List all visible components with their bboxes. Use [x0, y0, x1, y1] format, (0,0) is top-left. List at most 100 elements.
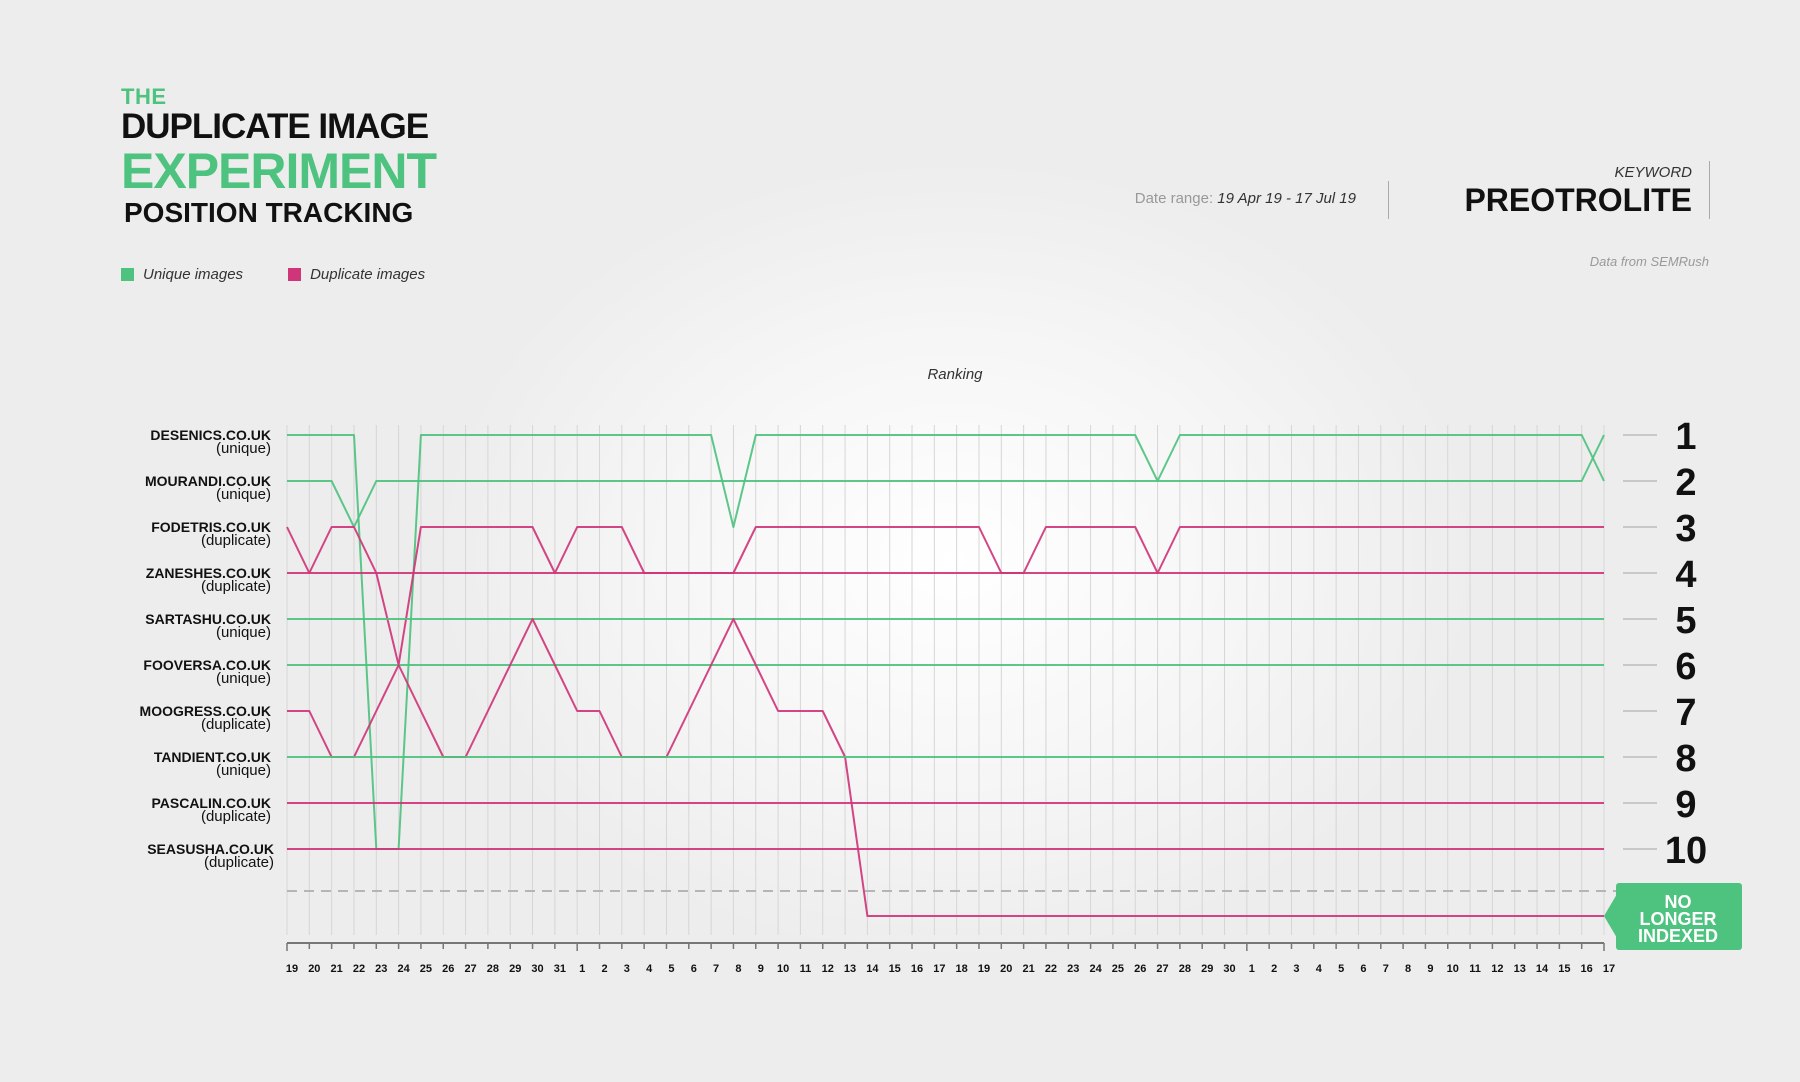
badge-text: NO: [1665, 892, 1692, 912]
badge-box: [1616, 883, 1742, 950]
x-tick-label: 10: [777, 963, 789, 975]
x-tick-label: 22: [1045, 963, 1057, 975]
chart-title: Ranking: [927, 366, 983, 383]
x-tick-label: 16: [1581, 963, 1593, 975]
x-tick-label: 8: [1405, 963, 1411, 975]
badge-text: INDEXED: [1638, 926, 1718, 946]
site-name: ZANESHES.CO.UK: [145, 565, 271, 581]
site-tag: (unique): [215, 670, 271, 687]
x-tick-label: 9: [758, 963, 764, 975]
x-tick-label: 14: [866, 963, 879, 975]
x-tick-label: 14: [1536, 963, 1549, 975]
site-label: SEASUSHA.CO.UK (duplicate): [134, 842, 274, 870]
x-tick-label: 6: [1360, 963, 1366, 975]
keyword-label: KEYWORD: [1614, 164, 1692, 181]
legend: Unique images Duplicate images: [121, 266, 425, 283]
site-label: SARTASHU.CO.UK (unique): [131, 612, 271, 640]
title-position-tracking: POSITION TRACKING: [124, 197, 414, 228]
x-tick-label: 2: [1271, 963, 1277, 975]
site-label: TANDIENT.CO.UK (unique): [131, 750, 271, 778]
site-name: MOOGRESS.CO.UK: [139, 703, 271, 719]
title-block: THE DUPLICATE IMAGE EXPERIMENT POSITION …: [121, 84, 437, 230]
series-line-desenics-co-uk: [287, 434, 1605, 850]
rank-label: 3: [1675, 508, 1696, 550]
legend-unique-label: Unique images: [143, 266, 244, 283]
title-duplicate-image: DUPLICATE IMAGE: [121, 107, 429, 146]
site-tag: (duplicate): [203, 854, 274, 871]
badge-text: LONGER: [1639, 909, 1716, 929]
legend-unique: Unique images: [121, 266, 243, 283]
site-name: SARTASHU.CO.UK: [145, 611, 271, 627]
x-tick-label: 8: [735, 963, 741, 975]
x-tick-label: 9: [1427, 963, 1433, 975]
site-label: DESENICS.CO.UK (unique): [131, 428, 271, 456]
x-tick-label: 3: [624, 963, 630, 975]
x-tick-label: 22: [353, 963, 365, 975]
legend-duplicate-label: Duplicate images: [310, 266, 426, 283]
site-tag: (duplicate): [200, 578, 271, 595]
rank-label: 8: [1675, 738, 1696, 780]
site-name: FODETRIS.CO.UK: [151, 519, 271, 535]
x-tick-label: 24: [1089, 963, 1102, 975]
rank-label: 4: [1675, 554, 1696, 596]
x-tick-label: 28: [487, 963, 499, 975]
site-label: FODETRIS.CO.UK (duplicate): [131, 520, 271, 548]
x-tick-label: 20: [1000, 963, 1012, 975]
date-range-value: 19 Apr 19 - 17 Jul 19: [1217, 190, 1356, 207]
x-tick-label: 28: [1179, 963, 1191, 975]
site-label: FOOVERSA.CO.UK (unique): [131, 658, 271, 686]
x-tick-label: 10: [1447, 963, 1459, 975]
rank-label: 7: [1675, 692, 1696, 734]
rank-label: 9: [1675, 784, 1696, 826]
x-tick-label: 30: [531, 963, 543, 975]
site-tag: (unique): [215, 624, 271, 641]
x-tick-label: 5: [668, 963, 674, 975]
x-tick-label: 31: [554, 963, 566, 975]
legend-duplicate-swatch: [288, 268, 302, 281]
x-tick-label: 13: [1514, 963, 1526, 975]
x-tick-label: 26: [1134, 963, 1146, 975]
title-the: THE: [121, 84, 167, 109]
rank-label: 1: [1675, 416, 1696, 458]
series-line-fodetris-co-uk: [286, 526, 1604, 666]
x-tick-label: 24: [397, 963, 410, 975]
x-tick-label: 4: [646, 963, 653, 975]
x-tick-label: 18: [956, 963, 968, 975]
x-tick-label: 20: [308, 963, 320, 975]
site-tag: (duplicate): [200, 716, 271, 733]
site-tag: (unique): [215, 440, 271, 457]
site-tag: (unique): [215, 486, 271, 503]
site-name: FOOVERSA.CO.UK: [143, 657, 271, 673]
title-experiment: EXPERIMENT: [121, 143, 437, 199]
x-tick-label: 21: [331, 963, 343, 975]
series-line-moogress-co-uk: [287, 618, 1604, 917]
date-range-label: Date range:: [1134, 190, 1214, 207]
site-label: MOOGRESS.CO.UK (duplicate): [131, 704, 271, 732]
x-tick-label: 29: [1201, 963, 1213, 975]
badge-pointer: [1604, 894, 1617, 938]
keyword-value: PREOTROLITE: [1464, 182, 1692, 218]
site-name: DESENICS.CO.UK: [150, 427, 271, 443]
x-tick-label: 30: [1223, 963, 1235, 975]
site-name: MOURANDI.CO.UK: [145, 473, 271, 489]
legend-duplicate: Duplicate images: [288, 266, 425, 283]
site-label: ZANESHES.CO.UK (duplicate): [131, 566, 271, 594]
site-tag: (unique): [215, 762, 271, 779]
x-tick-label: 26: [442, 963, 454, 975]
site-name: SEASUSHA.CO.UK: [147, 841, 274, 857]
x-tick-label: 11: [800, 963, 812, 975]
x-tick-label: 25: [420, 963, 432, 975]
x-tick-label: 15: [1558, 963, 1570, 975]
x-tick-label: 7: [1383, 963, 1389, 975]
x-tick-label: 12: [822, 963, 834, 975]
x-tick-label: 17: [933, 963, 945, 975]
rank-label: 2: [1675, 462, 1696, 504]
series-line-mourandi-co-uk: [287, 434, 1605, 528]
x-tick-label: 3: [1293, 963, 1299, 975]
x-tick-label: 11: [1469, 963, 1481, 975]
x-tick-label: 25: [1112, 963, 1124, 975]
x-tick-label: 12: [1491, 963, 1503, 975]
x-tick-label: 4: [1316, 963, 1323, 975]
